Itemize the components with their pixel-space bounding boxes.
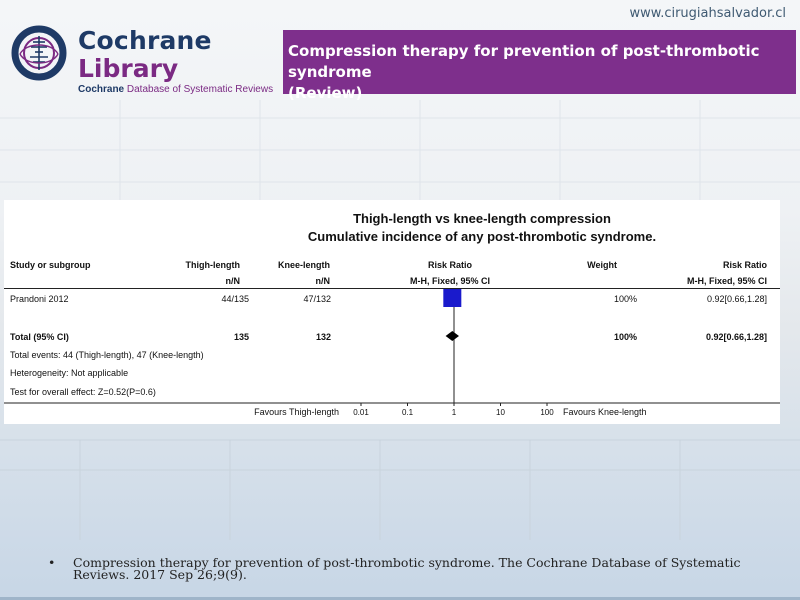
forest-plot-title: Thigh-length vs knee-length compression … [4,210,780,246]
forest-plot-graphic: 0.01 0.1 1 10 100 [4,288,780,417]
col-thigh-sub: n/N [225,276,241,286]
axis-tick-label-2: 1 [452,408,457,417]
favours-right: Favours Knee-length [563,407,647,417]
study-effect-box [443,289,462,307]
logo-word-cochrane: Cochrane [78,26,212,55]
review-title-banner: Compression therapy for prevention of po… [283,30,796,102]
axis-tick-label-3: 10 [496,408,505,417]
citation-line2: Reviews. 2017 Sep 26;9(9). [73,567,247,582]
study-weight: 100% [613,294,637,304]
citation-footer: • Compression therapy for prevention of … [48,555,744,582]
bottom-bar [0,597,800,600]
logo-tagline: Cochrane Database of Systematic Reviews [78,84,273,95]
header-rule [4,288,780,289]
note-events: Total events: 44 (Thigh-length), 47 (Kne… [10,350,204,360]
forest-plot-figure: Thigh-length vs knee-length compression … [4,200,780,424]
axis-tick-label-1: 0.1 [402,408,414,417]
citation-bullet: • [48,555,56,570]
total-effect-diamond [445,331,459,341]
col-knee-sub: n/N [315,276,331,286]
review-title-line1: Compression therapy for prevention of po… [288,42,760,81]
review-title-line2: (Review) [288,84,363,102]
col-weight-header: Weight [587,260,617,270]
axis-tick-label-4: 100 [540,408,554,417]
col-ratio-sub: M-H, Fixed, 95% CI [409,276,490,286]
site-url: www.cirugiahsalvador.cl [629,6,786,21]
study-knee: 47/132 [303,294,331,304]
axis-tick-label-0: 0.01 [353,408,369,417]
study-name: Prandoni 2012 [10,294,69,304]
col-ratio-header: Risk Ratio [427,260,472,270]
col-ratio2-sub: M-H, Fixed, 95% CI [686,276,767,286]
study-ci: 0.92[0.66,1.28] [706,294,767,304]
col-ratio2-header: Risk Ratio [722,260,767,270]
col-study-header: Study or subgroup [10,260,91,270]
citation-line1: Compression therapy for prevention of po… [73,555,741,570]
logo-word-library: Library [78,54,179,83]
logo-tagline-bold: Cochrane [78,84,125,95]
total-ci: 0.92[0.66,1.28] [705,332,767,342]
total-thigh: 135 [233,332,249,342]
note-overall-effect: Test for overall effect: Z=0.52(P=0.6) [10,387,156,397]
forest-plot-title-line1: Thigh-length vs knee-length compression [353,211,611,226]
logo-tagline-rest: Database of Systematic Reviews [124,84,274,95]
forest-plot-title-line2: Cumulative incidence of any post-thrombo… [307,229,657,244]
note-heterogeneity: Heterogeneity: Not applicable [10,368,129,378]
col-knee-header: Knee-length [277,260,330,270]
total-knee: 132 [315,332,331,342]
cochrane-logo-icon [11,25,67,81]
total-weight: 100% [613,332,637,342]
study-thigh: 44/135 [221,294,249,304]
col-thigh-header: Thigh-length [185,260,240,270]
total-label: Total (95% CI) [10,332,69,342]
favours-left: Favours Thigh-length [254,407,339,417]
